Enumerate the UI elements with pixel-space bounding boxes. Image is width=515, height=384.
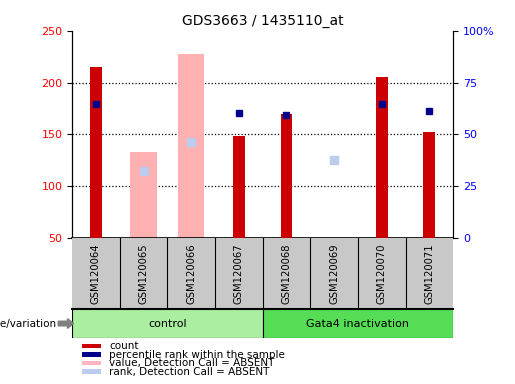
- Bar: [82, 361, 101, 366]
- Bar: [281, 114, 293, 238]
- Text: GSM120064: GSM120064: [91, 243, 101, 304]
- Bar: [178, 53, 204, 238]
- Text: Gata4 inactivation: Gata4 inactivation: [306, 318, 409, 329]
- Text: GSM120070: GSM120070: [377, 243, 387, 304]
- Bar: [263, 309, 453, 338]
- Text: GSM120071: GSM120071: [424, 243, 434, 304]
- Text: GSM120069: GSM120069: [329, 243, 339, 304]
- Bar: [82, 369, 101, 374]
- Bar: [82, 344, 101, 348]
- Text: GSM120068: GSM120068: [282, 243, 291, 304]
- Text: GSM120067: GSM120067: [234, 243, 244, 304]
- Bar: [72, 309, 263, 338]
- Text: GSM120065: GSM120065: [139, 243, 148, 304]
- Bar: [423, 132, 435, 238]
- Title: GDS3663 / 1435110_at: GDS3663 / 1435110_at: [182, 14, 344, 28]
- Text: value, Detection Call = ABSENT: value, Detection Call = ABSENT: [109, 358, 274, 368]
- Bar: [82, 352, 101, 357]
- Text: GSM120066: GSM120066: [186, 243, 196, 304]
- Text: percentile rank within the sample: percentile rank within the sample: [109, 349, 285, 359]
- Text: count: count: [109, 341, 139, 351]
- Bar: [130, 152, 157, 238]
- Bar: [376, 78, 388, 238]
- Bar: [233, 136, 245, 238]
- Text: control: control: [148, 318, 186, 329]
- Text: genotype/variation: genotype/variation: [0, 318, 57, 329]
- Text: rank, Detection Call = ABSENT: rank, Detection Call = ABSENT: [109, 367, 269, 377]
- Bar: [90, 67, 102, 238]
